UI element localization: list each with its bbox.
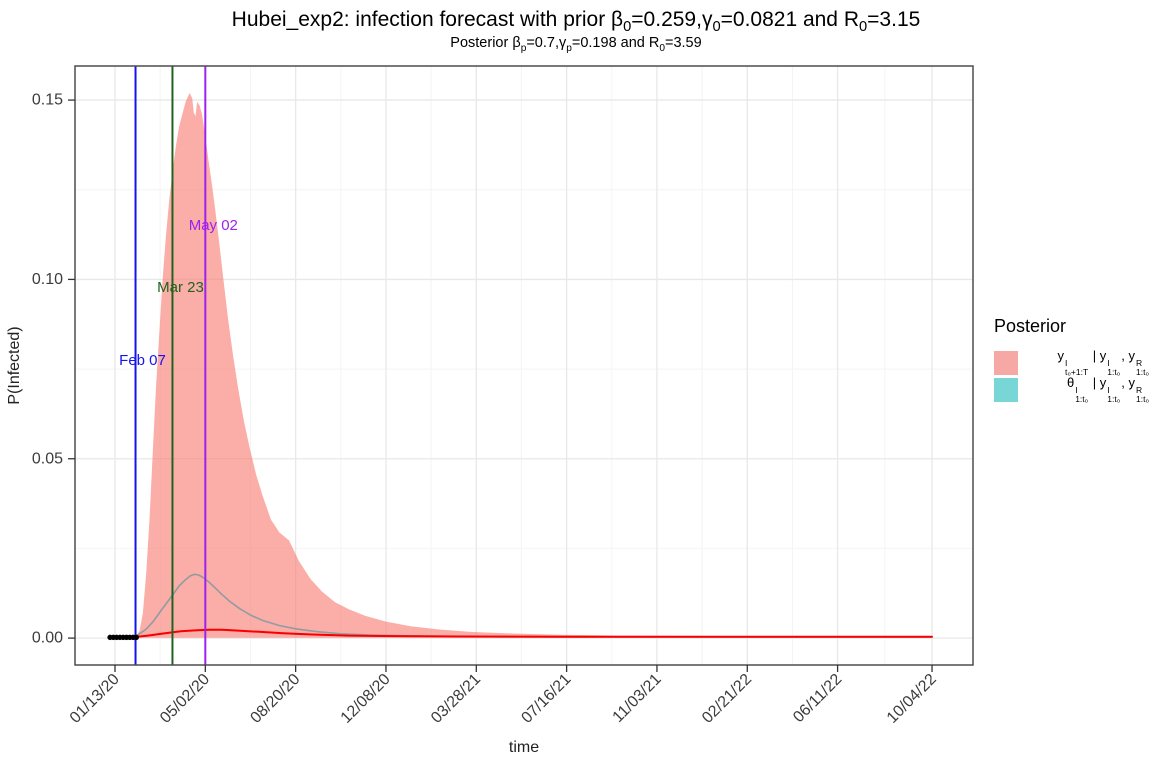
x-tick-label: 12/08/20 [338, 671, 394, 727]
observed-dot [133, 634, 140, 641]
forecast-ribbon [135, 92, 932, 638]
text-fragment: I 1:t₀ [1107, 385, 1121, 404]
text-fragment: R 1:t₀ [1136, 358, 1149, 377]
text-fragment: =0.259,γ [631, 8, 713, 31]
x-tick-label: 03/28/21 [428, 671, 484, 727]
legend-title: Posterior [994, 316, 1067, 336]
x-tick-label: 05/02/20 [157, 671, 213, 727]
panel: Feb 07 Mar 23 May 02 0.00 0.05 0.10 0.15 01/13/… [6, 65, 974, 756]
text-fragment: 0 [712, 19, 721, 36]
legend-swatch-theta [994, 377, 1018, 402]
x-tick-label: 02/21/22 [699, 671, 755, 727]
text-fragment: =3.59 [665, 35, 702, 51]
chart-subtitle: Posterior βp=0.7,γp=0.198 and R0=3.59 [0, 35, 1152, 54]
legend-label-theta: θ I 1:t₀ | y I 1:t₀, y R 1:t₀ [1027, 375, 1150, 404]
text-fragment: y [1057, 348, 1065, 364]
panel-border [74, 65, 974, 666]
x-tick-label: 08/20/20 [247, 671, 303, 727]
text-fragment: I 1:t₀ [1107, 358, 1121, 377]
text-fragment: p [520, 42, 527, 54]
text-fragment: R 1:t₀ [1136, 385, 1149, 404]
text-fragment: θ [1066, 375, 1075, 391]
chart-title: Hubei_exp2: infection forecast with prio… [0, 8, 1152, 35]
posterior-mean-theta-line [134, 573, 933, 638]
text-fragment: =0.7,γ [526, 35, 567, 51]
x-tick-label: 10/04/22 [884, 671, 940, 727]
x-tick-label: 11/03/21 [610, 671, 665, 726]
text-fragment: 0 [659, 42, 665, 54]
x-axis-title: time [509, 739, 539, 756]
text-fragment: 0 [623, 19, 632, 36]
y-tick-label: 0.00 [32, 630, 63, 647]
text-fragment: Posterior β [450, 35, 521, 51]
y-tick-label: 0.15 [32, 92, 63, 109]
y-tick-label: 0.05 [32, 450, 63, 467]
text-fragment: 0 [859, 19, 868, 36]
y-tick-label: 0.10 [32, 271, 63, 288]
text-fragment: | y [1089, 375, 1107, 391]
text-fragment: , y [1121, 375, 1136, 391]
event-label-mar-23: Mar 23 [157, 279, 204, 296]
text-fragment: | y [1089, 348, 1107, 364]
event-label-may-02: May 02 [189, 217, 238, 234]
legend-swatch-forecast [994, 350, 1018, 375]
x-tick-label: 01/13/20 [67, 671, 123, 727]
text-fragment: , y [1121, 348, 1136, 364]
legend-item-theta: θ I 1:t₀ | y I 1:t₀, y R 1:t₀ [994, 375, 1150, 404]
text-fragment: p [566, 42, 572, 54]
text-fragment: I 1:t₀ [1075, 385, 1089, 404]
x-tick-label: 06/11/22 [790, 671, 845, 726]
text-fragment: =0.198 and R [571, 35, 660, 51]
text-fragment: =3.15 [867, 8, 921, 31]
text-fragment: Hubei_exp2: infection forecast with prio… [231, 8, 624, 31]
y-axis-title: P(Infected) [6, 326, 23, 404]
text-fragment: =0.0821 and R [720, 8, 859, 31]
event-label-feb-07: Feb 07 [119, 352, 166, 369]
x-tick-label: 07/16/21 [518, 671, 574, 727]
